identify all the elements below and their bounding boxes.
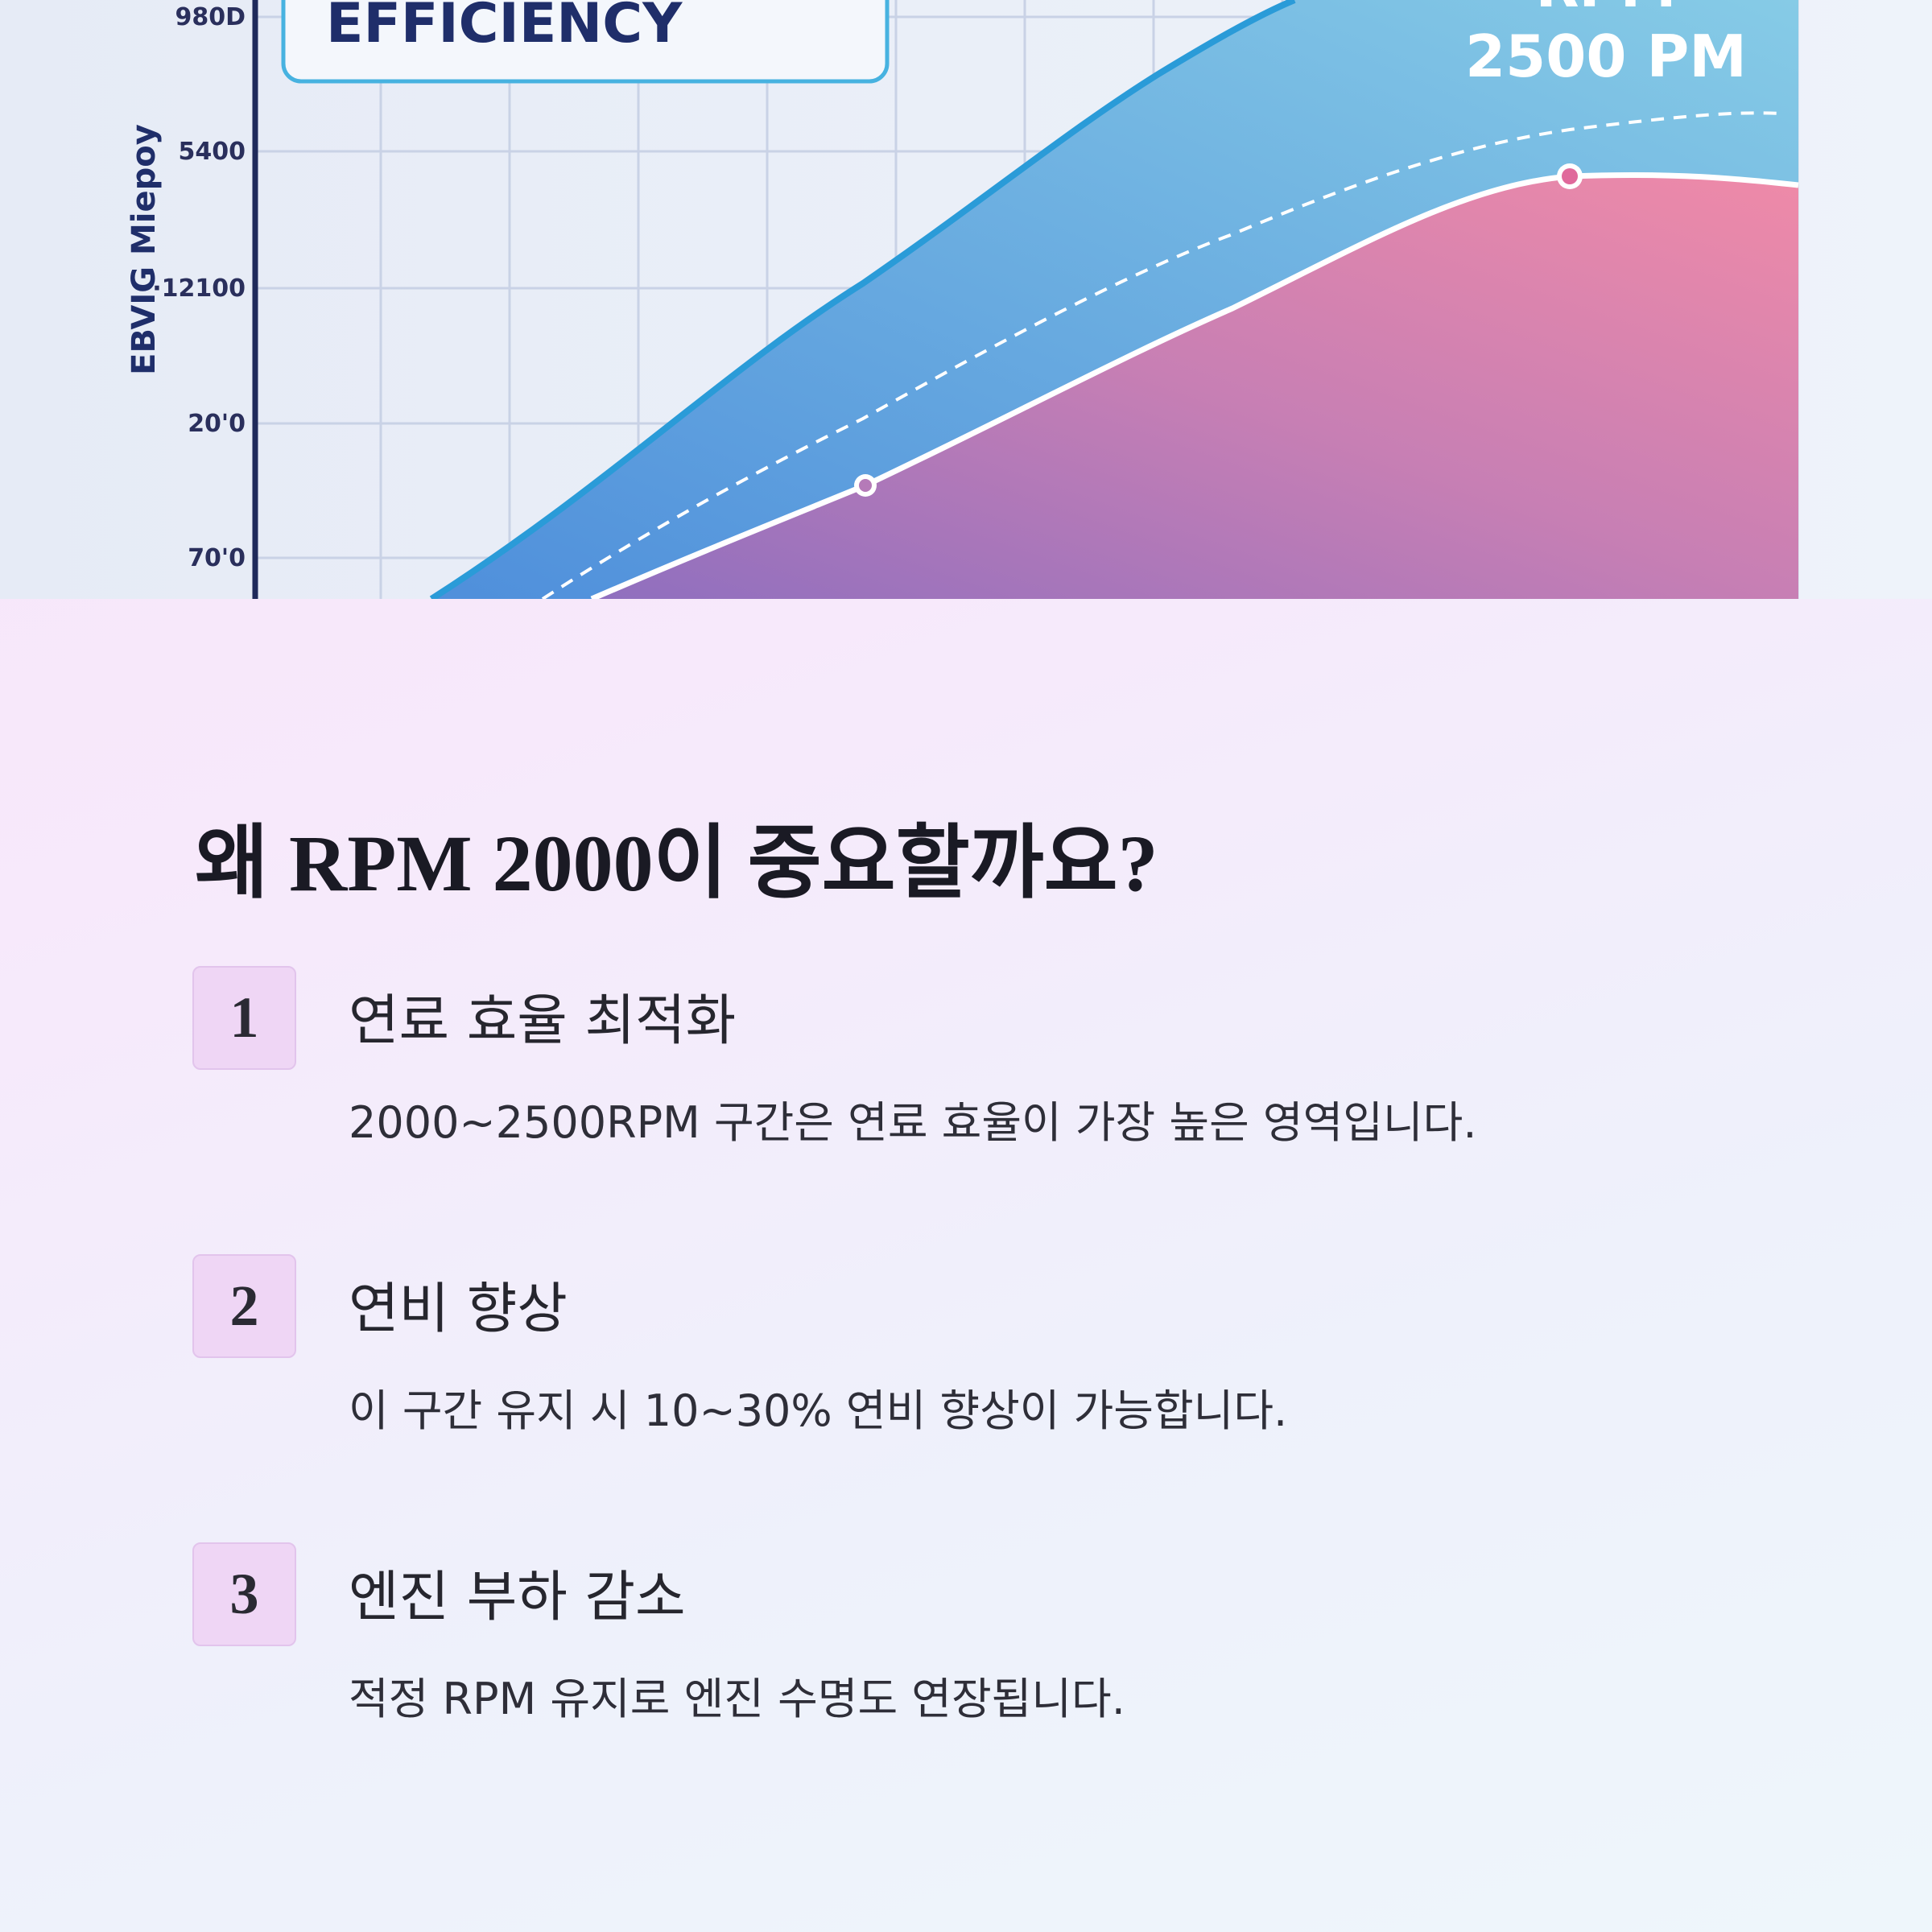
- y-labels: 980D 5400 ·12100 20'0 70'0: [152, 3, 246, 572]
- hero-image: EFFICIENCY RPM 2500 PM EBVIG Miepoy 980D…: [0, 0, 1932, 599]
- item-number: 3: [192, 1542, 296, 1646]
- item-title: 엔진 부하 감소: [349, 1566, 686, 1629]
- dashed-line: [541, 111, 1781, 599]
- hero-axis-title: EBVIG Miepoy: [126, 124, 163, 375]
- item-title: 연비 향상: [349, 1278, 568, 1341]
- item-description: 이 구간 유지 시 10~30% 연비 향상이 가능합니다.: [349, 1385, 1288, 1436]
- item-title: 연료 효율 최적화: [349, 989, 737, 1053]
- blue-line: [429, 0, 1296, 599]
- hero-rpm-value: 2500 PM: [1465, 23, 1747, 90]
- y-label: 980D: [175, 3, 246, 31]
- marker-dot: [859, 479, 872, 492]
- title-box: [281, 0, 890, 84]
- marker-dot: [1562, 168, 1578, 184]
- item: 1 연료 효율 최적화 2000~2500RPM 구간은 연료 효율이 가장 높은 …: [192, 966, 1722, 1208]
- y-label: 5400: [179, 138, 246, 166]
- y-label: 20'0: [188, 410, 246, 438]
- item-description: 적정 RPM 유지로 엔진 수명도 연장됩니다.: [349, 1674, 1125, 1724]
- item-number: 2: [192, 1254, 296, 1358]
- pink-line: [590, 171, 1799, 599]
- pink-area: [592, 175, 1798, 599]
- item-number: 1: [192, 966, 296, 1070]
- heading: 왜 RPM 2000이 중요할까요?: [195, 819, 1158, 908]
- y-label: ·12100: [152, 275, 246, 303]
- hero-rpm-label: RPM: [1536, 0, 1677, 20]
- hero-title: EFFICIENCY: [326, 0, 683, 56]
- item-description: 2000~2500RPM 구간은 연료 효율이 가장 높은 영역입니다.: [349, 1097, 1477, 1148]
- y-label: 70'0: [188, 544, 246, 572]
